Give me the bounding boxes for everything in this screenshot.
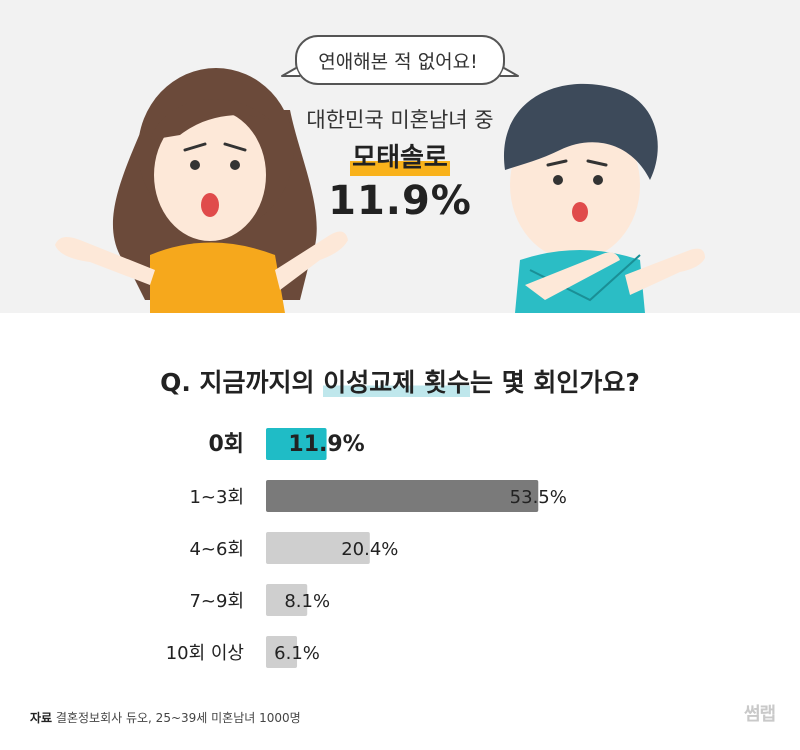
woman-figure	[55, 68, 348, 313]
hero-percent: 11.9%	[328, 178, 472, 224]
value-label: 20.4%	[341, 539, 398, 560]
value-label: 8.1%	[284, 591, 330, 612]
category-label: 1~3회	[189, 487, 244, 508]
source-note: 자료 결혼정보회사 듀오, 25~39세 미혼남녀 1000명	[30, 709, 301, 726]
speech-bubble	[281, 35, 519, 85]
source-label: 자료	[30, 711, 53, 725]
hero-subtitle: 대한민국 미혼남녀 중	[306, 108, 494, 132]
bar	[266, 480, 539, 512]
bar	[266, 636, 298, 668]
question-title: Q. 지금까지의 이성교제 횟수는 몇 회인가요?	[0, 363, 800, 399]
value-label: 11.9%	[288, 432, 364, 457]
question-prefix: Q. 지금까지의	[160, 368, 324, 397]
man-figure	[503, 83, 705, 313]
hero-illustration: 연애해본 적 없어요! 대한민국 미혼남녀 중 모태솔로 11.9%	[0, 0, 800, 313]
bar-chart: 0회 11.9% 1~3회 53.5% 4~6회 20.4% 7~9회 8.1% 10회 이상 6…	[166, 428, 567, 668]
hero-highlight: 모태솔로	[350, 140, 450, 176]
category-label: 0회	[208, 432, 244, 457]
source-text: 결혼정보회사 듀오, 25~39세 미혼남녀 1000명	[55, 711, 301, 725]
speech-text: 연애해본 적 없어요!	[318, 51, 478, 73]
question-highlight: 이성교제 횟수	[323, 368, 470, 397]
hero-figures	[55, 68, 705, 313]
bar	[266, 584, 308, 616]
bar	[266, 428, 327, 460]
category-label: 7~9회	[189, 591, 244, 612]
value-label: 6.1%	[274, 643, 320, 664]
value-label: 53.5%	[510, 487, 567, 508]
category-label: 4~6회	[189, 539, 244, 560]
category-label: 10회 이상	[166, 643, 244, 664]
question-suffix: 는 몇 회인가요?	[469, 368, 640, 397]
brand-logo: 썸랩	[744, 704, 776, 725]
bar	[266, 532, 370, 564]
